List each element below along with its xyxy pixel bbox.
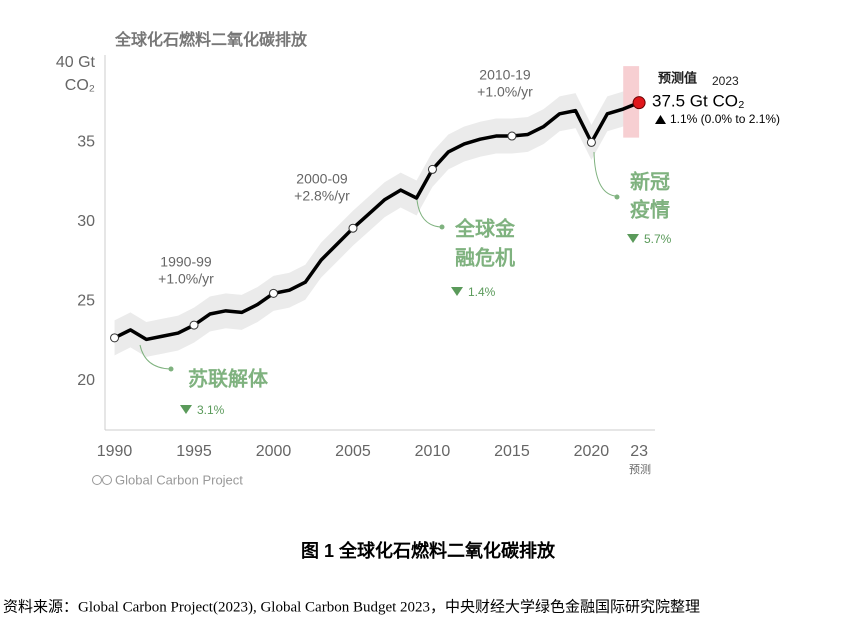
cc-icon xyxy=(102,475,112,485)
x-tick-label: 2000 xyxy=(256,443,292,460)
point-marker xyxy=(110,333,120,343)
x-tick-label: 23 xyxy=(630,443,648,460)
x-note: 预测 xyxy=(629,463,651,476)
y-tick-label: 35 xyxy=(77,134,95,151)
annotation: +1.0%/yr xyxy=(477,84,533,100)
connector-dot xyxy=(168,366,174,372)
annotation-change: 1.4% xyxy=(468,285,496,299)
annotation-label: 疫情 xyxy=(630,197,670,221)
annotation-value: 37.5 Gt CO₂ xyxy=(652,91,745,110)
y-tick-label: 25 xyxy=(77,293,95,310)
x-tick-label: 1995 xyxy=(176,443,212,460)
point-marker xyxy=(586,137,596,147)
connector xyxy=(139,344,171,370)
annotation-change: 3.1% xyxy=(197,403,225,417)
x-tick-label: 2005 xyxy=(335,443,371,460)
annotation: 2010-19 xyxy=(479,67,531,83)
y-tick-label: 20 xyxy=(77,372,95,389)
x-tick-label: 2020 xyxy=(574,443,610,460)
point-marker xyxy=(348,223,358,233)
annotation: +1.0%/yr xyxy=(158,271,214,287)
x-tick-label: 1990 xyxy=(97,443,133,460)
annotation-change: 1.1% (0.0% to 2.1%) xyxy=(670,112,780,126)
connector-dot xyxy=(439,224,445,230)
point-marker xyxy=(268,288,278,298)
source: Global Carbon Project xyxy=(115,472,243,487)
annotation: +2.8%/yr xyxy=(294,188,350,204)
caption: 图 1 全球化石燃料二氧化碳排放 xyxy=(301,540,556,561)
annotation-label: 预测值 xyxy=(658,70,697,85)
down-arrow xyxy=(180,405,192,414)
chart-title: 全球化石燃料二氧化碳排放 xyxy=(114,30,308,49)
annotation: 2000-09 xyxy=(296,171,348,187)
cc-icon xyxy=(92,475,102,485)
annotation-label: 融危机 xyxy=(455,245,515,269)
annotation-label: 苏联解体 xyxy=(188,366,269,390)
annotation-label: 全球金 xyxy=(454,216,516,240)
down-arrow xyxy=(451,287,463,296)
annotation-year: 2023 xyxy=(712,74,739,88)
uncertainty-band xyxy=(114,85,640,357)
y-tick-label: 30 xyxy=(77,213,95,230)
annotation-label: 新冠 xyxy=(630,169,670,193)
footer: 资料来源：Global Carbon Project(2023), Global… xyxy=(3,597,700,615)
up-arrow xyxy=(655,115,666,124)
emissions-line xyxy=(113,101,640,342)
y-tick-label: 40 Gt xyxy=(56,54,96,71)
projection-band xyxy=(623,66,640,138)
down-arrow xyxy=(627,234,639,243)
connector-dot xyxy=(614,194,620,200)
annotation-change: 5.7% xyxy=(644,232,672,246)
y-unit: CO₂ xyxy=(65,77,95,94)
connector xyxy=(593,151,616,197)
point-marker xyxy=(427,164,437,174)
annotation: 1990-99 xyxy=(160,254,212,270)
projection-marker xyxy=(632,96,646,110)
point-marker xyxy=(507,131,517,141)
point-marker xyxy=(189,320,199,330)
connector xyxy=(416,199,441,228)
x-tick-label: 2010 xyxy=(415,443,451,460)
x-tick-label: 2015 xyxy=(494,443,530,460)
